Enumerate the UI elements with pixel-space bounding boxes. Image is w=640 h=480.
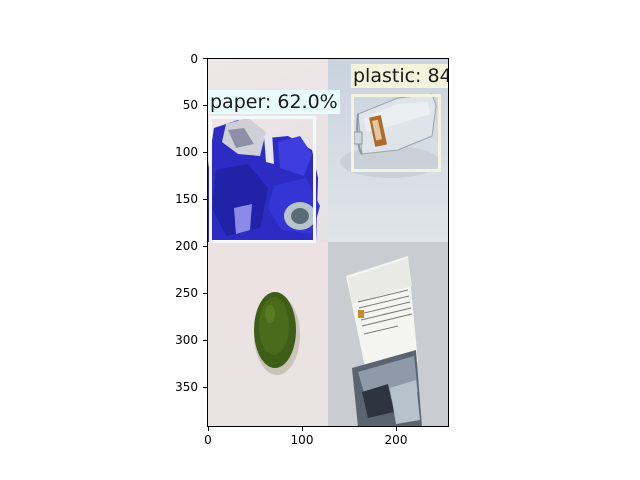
paper-detection-box [209,116,316,243]
green-bottle-cap-photo [208,242,328,427]
plastic-bottle-photo [328,58,449,242]
crushed-can-graphic [208,118,320,242]
y-tick-label: 300 [175,333,198,347]
y-tick-label: 150 [175,192,198,206]
crushed-can-photo [208,58,328,242]
y-tick-label: 250 [175,286,198,300]
paper-detection-label: paper: 62.0% [208,90,340,114]
image-axes: paper: 62.0% plastic: 84 [208,58,449,427]
paper-magazine-photo [328,242,449,427]
y-tick-label: 200 [175,239,198,253]
bottle-cap-graphic [254,292,300,375]
plastic-detection-box [351,94,441,172]
y-tick-label: 0 [190,52,198,66]
x-tick-label: 100 [290,433,314,447]
x-tick-label: 200 [384,433,408,447]
y-tick-label: 350 [175,380,198,394]
x-tick-label: 0 [204,433,212,447]
y-tick-label: 50 [182,98,198,112]
y-tick-label: 100 [175,145,198,159]
plastic-detection-label: plastic: 84 [351,64,449,88]
magazine-graphic [328,242,449,427]
